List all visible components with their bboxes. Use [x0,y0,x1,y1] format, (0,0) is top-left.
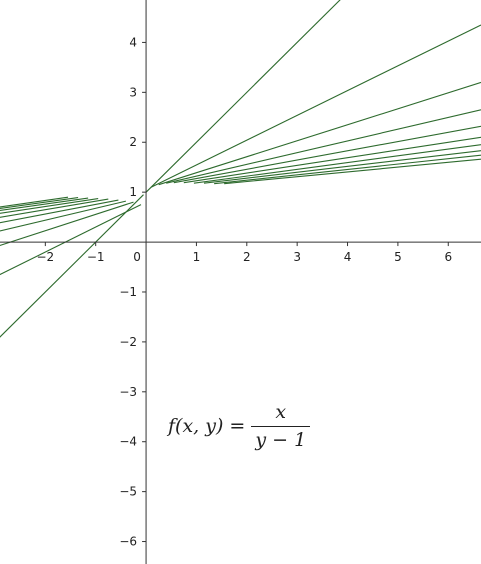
formula-lhs: f(x, y) = [168,415,246,437]
y-tick-label: −3 [119,385,137,399]
y-tick-label: 3 [129,85,137,99]
series-3-segment-2 [0,201,134,247]
series-4-segment-1 [166,109,481,184]
y-tick-label: 1 [129,185,137,199]
series-6-segment-1 [183,136,481,184]
y-tick-label: −4 [119,435,137,449]
series-1-segment-2 [0,194,144,338]
ticks-layer: −2 −1 0 1 2 3 4 5 6 −6 −5 −4 −3 −2 −1 1 2 3 4 [36,35,452,548]
series-8-segment-2 [0,197,89,211]
series-7-segment-1 [193,144,481,184]
series-5-segment-2 [0,199,119,224]
x-tick-label: 0 [133,250,141,264]
y-tick-label: 4 [129,35,137,49]
formula-denominator: y − 1 [251,426,311,451]
x-tick-label: −2 [36,250,54,264]
series-6-segment-2 [0,198,109,218]
y-tick-label: −2 [119,335,137,349]
x-tick-label: 1 [193,250,201,264]
series-5-segment-1 [173,125,481,184]
y-tick-label: −6 [119,535,137,549]
series-9-segment-1 [214,154,481,185]
curves-layer [0,0,481,338]
x-tick-label: 4 [344,250,352,264]
x-tick-label: 5 [394,250,402,264]
y-tick-label: 2 [129,135,137,149]
series-8-segment-1 [203,150,481,184]
series-9-segment-2 [0,197,79,209]
formula-fraction: x y − 1 [251,401,311,451]
series-4-segment-2 [0,200,127,232]
series-3-segment-1 [158,81,481,186]
series-7-segment-2 [0,198,99,214]
series-10-segment-2 [0,196,69,208]
x-tick-label: 6 [444,250,452,264]
formula-numerator: x [275,401,287,423]
y-tick-label: −5 [119,485,137,499]
series-2-segment-1 [150,24,481,188]
y-tick-label: −1 [119,285,137,299]
x-tick-label: −1 [87,250,105,264]
series-2-segment-2 [0,204,142,276]
x-tick-label: 2 [243,250,251,264]
formula-label: f(x, y) = x y − 1 [168,398,311,454]
x-tick-label: 3 [293,250,301,264]
series-10-segment-1 [224,158,481,185]
series-1-segment-1 [145,0,341,193]
